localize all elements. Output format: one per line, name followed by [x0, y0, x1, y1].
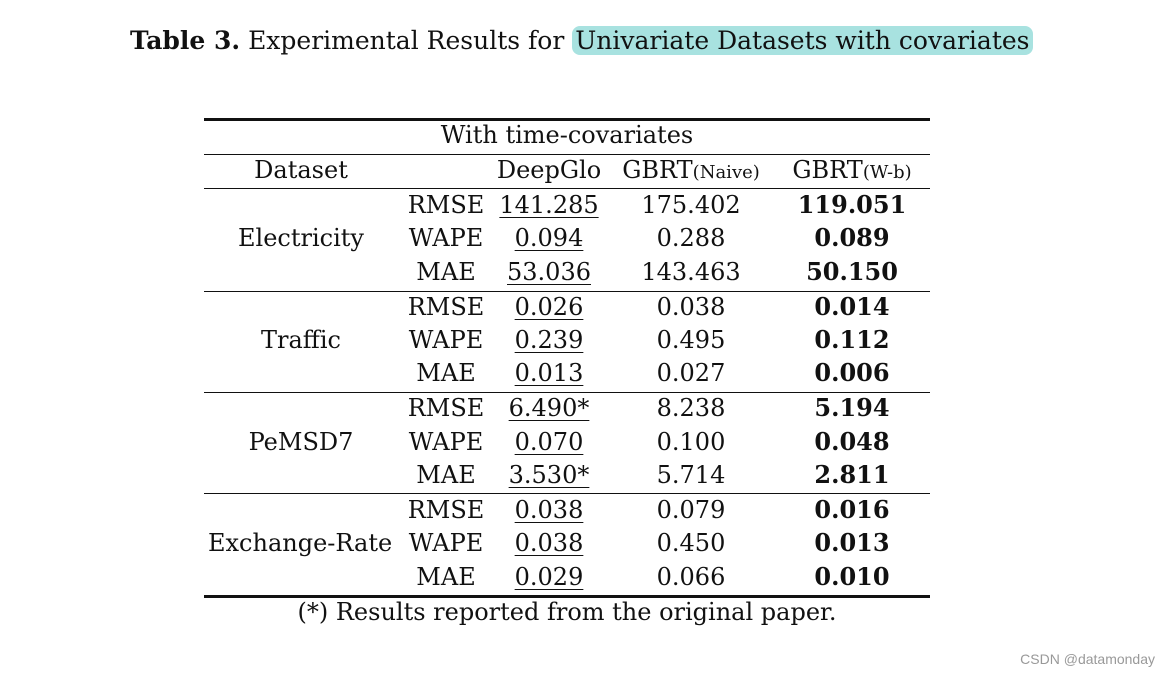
gbrt-wb-value: 0.089	[814, 223, 890, 252]
header-dataset: Dataset	[254, 156, 348, 184]
metric-label: MAE	[416, 258, 476, 286]
gbrt-naive-value: 8.238	[656, 394, 726, 422]
gbrt-wb-value: 0.013	[814, 528, 890, 557]
group-rule	[204, 291, 930, 292]
dataset-label: Electricity	[238, 224, 364, 252]
gbrt-naive-value: 143.463	[641, 258, 741, 286]
table-caption: Table 3. Experimental Results for Univar…	[130, 24, 1033, 58]
gbrt-wb-value: 5.194	[814, 393, 890, 422]
deepglo-value: 53.036	[507, 258, 591, 286]
metric-label: WAPE	[408, 428, 484, 456]
group-header-rule	[204, 154, 930, 155]
gbrt-naive-value: 175.402	[641, 191, 741, 219]
deepglo-value: 0.070	[514, 428, 584, 456]
gbrt-wb-value: 0.112	[814, 325, 890, 354]
metric-label: MAE	[416, 563, 476, 591]
metric-label: RMSE	[407, 191, 485, 219]
gbrt-naive-value: 0.079	[656, 496, 726, 524]
gbrt-wb-value: 2.811	[814, 460, 890, 489]
header-gbrt-naive-main: GBRT	[622, 156, 693, 184]
dataset-label: PeMSD7	[248, 428, 354, 456]
top-rule	[204, 118, 930, 121]
gbrt-wb-value: 119.051	[797, 190, 907, 219]
group-rule	[204, 392, 930, 393]
gbrt-wb-value: 0.006	[814, 358, 890, 387]
gbrt-wb-value: 0.016	[814, 495, 890, 524]
metric-label: WAPE	[408, 224, 484, 252]
deepglo-value: 0.029	[514, 563, 584, 591]
gbrt-wb-value: 0.010	[814, 562, 890, 591]
header-rule	[204, 188, 930, 189]
dataset-label: Traffic	[261, 326, 341, 354]
gbrt-naive-value: 0.038	[656, 293, 726, 321]
metric-label: RMSE	[407, 496, 485, 524]
gbrt-naive-value: 0.495	[656, 326, 726, 354]
gbrt-naive-value: 0.100	[656, 428, 726, 456]
deepglo-value: 3.530*	[508, 461, 590, 489]
metric-label: MAE	[416, 461, 476, 489]
gbrt-naive-value: 0.450	[656, 529, 726, 557]
deepglo-value: 0.094	[514, 224, 584, 252]
group-rule	[204, 493, 930, 494]
header-gbrt-wb-main: GBRT	[792, 156, 863, 184]
deepglo-value: 6.490*	[508, 394, 590, 422]
gbrt-naive-value: 5.714	[656, 461, 726, 489]
deepglo-value: 141.285	[499, 191, 599, 219]
deepglo-value: 0.239	[514, 326, 584, 354]
dataset-label: Exchange-Rate	[208, 529, 393, 557]
caption-label: Table 3.	[130, 26, 241, 55]
header-deepglo: DeepGlo	[496, 156, 602, 184]
group-header: With time-covariates	[440, 121, 694, 149]
watermark: CSDN @datamonday	[1020, 651, 1155, 667]
gbrt-naive-value: 0.066	[656, 563, 726, 591]
caption-highlight: Univariate Datasets with covariates	[572, 26, 1033, 55]
deepglo-value: 0.038	[514, 496, 584, 524]
caption-text: Experimental Results for	[248, 26, 565, 55]
gbrt-wb-value: 0.014	[814, 292, 890, 321]
metric-label: WAPE	[408, 326, 484, 354]
metric-label: MAE	[416, 359, 476, 387]
metric-label: RMSE	[407, 293, 485, 321]
header-gbrt-wb-sub: (W-b)	[862, 162, 912, 183]
header-gbrt-naive: GBRT(Naive)	[622, 155, 760, 188]
bottom-rule	[204, 595, 930, 598]
metric-label: WAPE	[408, 529, 484, 557]
header-gbrt-naive-sub: (Naive)	[692, 162, 760, 183]
deepglo-value: 0.013	[514, 359, 584, 387]
header-gbrt-wb: GBRT(W-b)	[792, 155, 911, 188]
gbrt-naive-value: 0.027	[656, 359, 726, 387]
gbrt-wb-value: 50.150	[806, 257, 898, 286]
gbrt-wb-value: 0.048	[814, 427, 890, 456]
metric-label: RMSE	[407, 394, 485, 422]
deepglo-value: 0.038	[514, 529, 584, 557]
deepglo-value: 0.026	[514, 293, 584, 321]
table-footnote: (*) Results reported from the original p…	[297, 598, 837, 626]
gbrt-naive-value: 0.288	[656, 224, 726, 252]
